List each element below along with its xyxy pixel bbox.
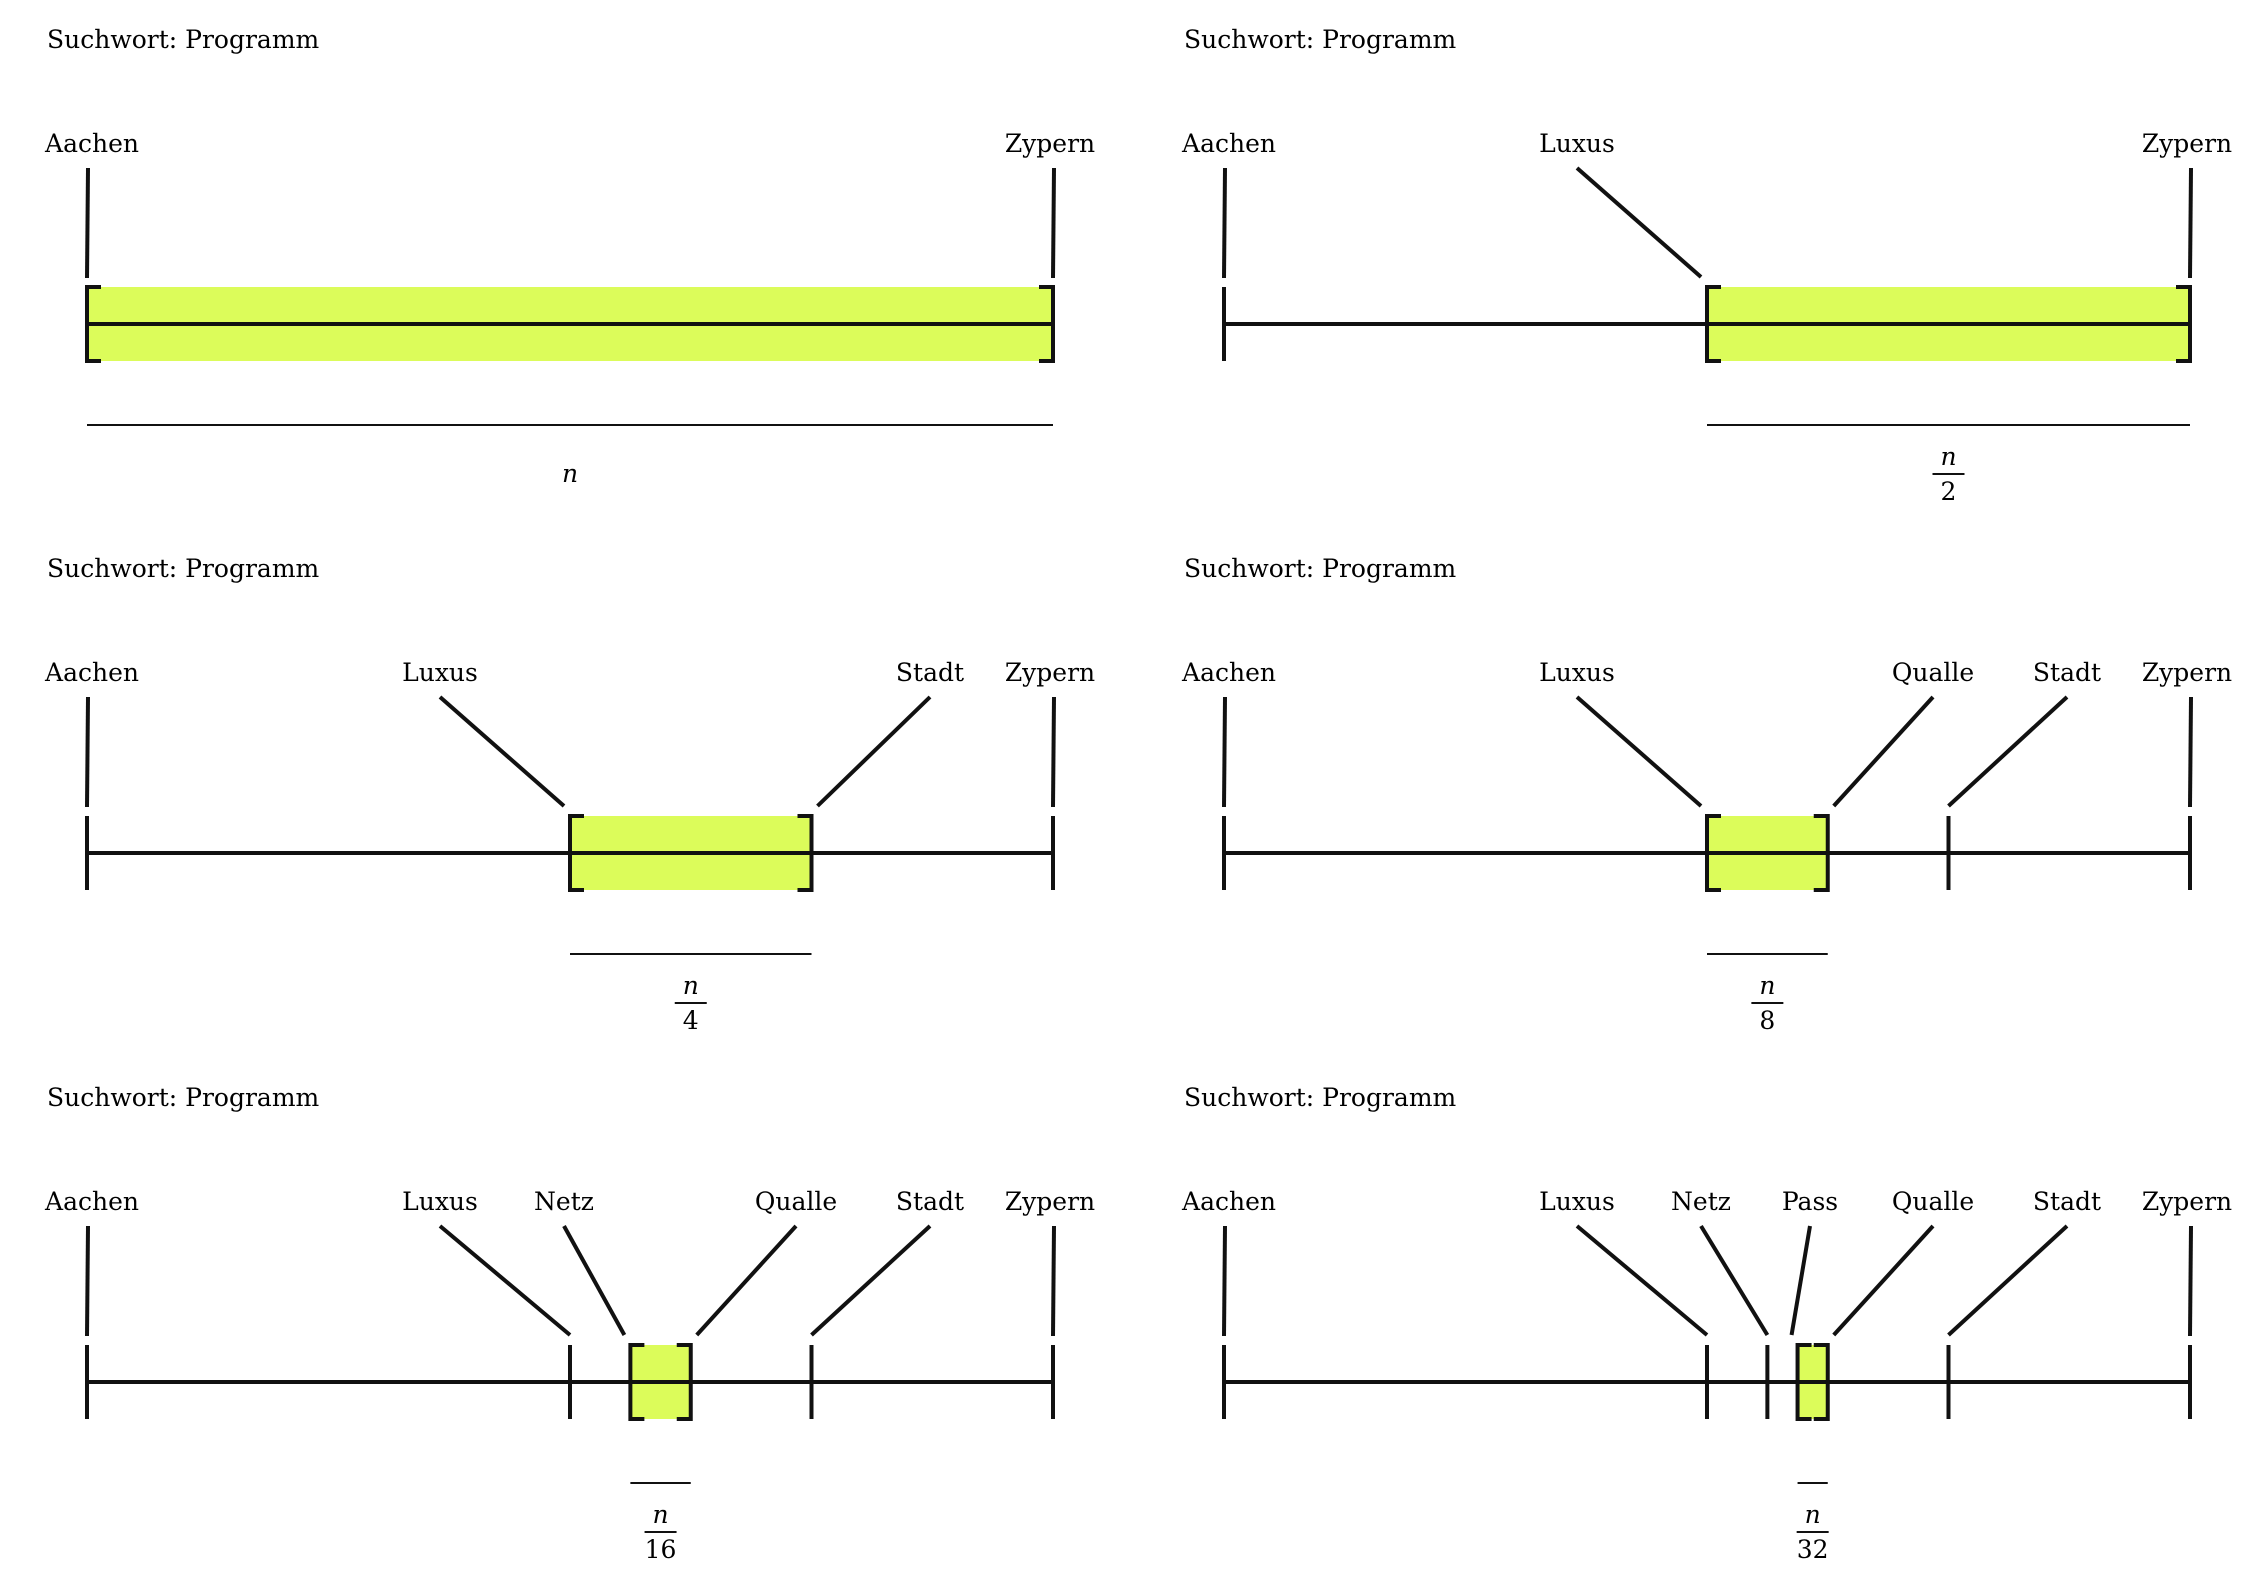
label-connector bbox=[85, 696, 90, 808]
label-connector bbox=[85, 167, 90, 279]
interval-size-denominator: 8 bbox=[1759, 1006, 1775, 1035]
label-connector bbox=[1789, 1225, 1812, 1336]
interval-right-bracket bbox=[797, 814, 814, 892]
interval-size-denominator: 32 bbox=[1797, 1535, 1829, 1564]
word-label: Pass bbox=[1782, 1187, 1838, 1216]
label-connector bbox=[1832, 695, 1935, 808]
label-connector bbox=[1222, 1225, 1227, 1337]
interval-size-denominator: 2 bbox=[1941, 477, 1957, 506]
word-label: Zypern bbox=[2142, 1187, 2232, 1216]
interval-right-bracket bbox=[1813, 1343, 1830, 1421]
label-connector bbox=[2188, 167, 2193, 279]
interval-size-denominator: 4 bbox=[683, 1006, 699, 1035]
word-label: Zypern bbox=[2142, 129, 2232, 158]
interval-left-bracket bbox=[1795, 1343, 1812, 1421]
interval-size-numerator: n bbox=[653, 1500, 669, 1529]
word-label: Aachen bbox=[1181, 658, 1276, 687]
word-label: Luxus bbox=[1539, 658, 1615, 687]
interval-size-denominator: 16 bbox=[645, 1535, 677, 1564]
label-connector bbox=[2188, 696, 2193, 808]
word-label: Zypern bbox=[1005, 129, 1095, 158]
word-label: Netz bbox=[1671, 1187, 1731, 1216]
label-connector bbox=[438, 1224, 572, 1337]
label-connector bbox=[1947, 1224, 2069, 1337]
word-label: Luxus bbox=[1539, 129, 1615, 158]
interval-left-bracket bbox=[628, 1343, 645, 1421]
search-step-panel: Suchwort: Programm Aachen Luxus Zypern n 2 bbox=[1181, 25, 2232, 506]
label-connector bbox=[816, 695, 932, 808]
word-label: Qualle bbox=[755, 1187, 837, 1216]
word-label: Netz bbox=[534, 1187, 594, 1216]
label-connector bbox=[1222, 696, 1227, 808]
label-connector bbox=[695, 1224, 798, 1337]
word-label: Stadt bbox=[2033, 1187, 2101, 1216]
search-step-panel: Suchwort: Programm Aachen Luxus Netz Qualle S… bbox=[44, 1083, 1095, 1564]
search-step-panel: Suchwort: Programm Aachen Luxus Qualle Stadt… bbox=[1181, 554, 2232, 1035]
label-connector bbox=[1051, 696, 1056, 808]
word-label: Aachen bbox=[1181, 129, 1276, 158]
label-connector bbox=[1222, 167, 1227, 279]
search-step-panel: Suchwort: Programm Aachen Luxus Stadt Zypern… bbox=[44, 554, 1095, 1035]
word-label: Qualle bbox=[1892, 1187, 1974, 1216]
label-connector bbox=[1947, 695, 2069, 808]
label-connector bbox=[1575, 166, 1703, 279]
interval-right-bracket bbox=[676, 1343, 693, 1421]
interval-size-label: n bbox=[562, 459, 578, 488]
word-label: Stadt bbox=[2033, 658, 2101, 687]
label-connector bbox=[1699, 1224, 1770, 1337]
interval-left-bracket bbox=[1705, 814, 1721, 892]
label-connector bbox=[810, 1224, 932, 1337]
word-label: Qualle bbox=[1892, 658, 1974, 687]
interval-right-bracket bbox=[1039, 285, 1055, 363]
search-step-panel: Suchwort: Programm Aachen Luxus Netz Pass Qua… bbox=[1181, 1083, 2232, 1564]
word-label: Zypern bbox=[1005, 658, 1095, 687]
interval-left-bracket bbox=[85, 285, 101, 363]
search-keyword-label: Suchwort: Programm bbox=[47, 554, 320, 583]
word-label: Aachen bbox=[44, 658, 139, 687]
word-label: Stadt bbox=[896, 658, 964, 687]
interval-size-numerator: n bbox=[1805, 1500, 1821, 1529]
label-connector bbox=[562, 1225, 627, 1336]
word-label: Zypern bbox=[1005, 1187, 1095, 1216]
word-label: Aachen bbox=[1181, 1187, 1276, 1216]
word-label: Aachen bbox=[44, 1187, 139, 1216]
interval-right-bracket bbox=[2176, 285, 2192, 363]
interval-left-bracket bbox=[568, 814, 584, 892]
word-label: Luxus bbox=[402, 1187, 478, 1216]
label-connector bbox=[1051, 167, 1056, 279]
search-keyword-label: Suchwort: Programm bbox=[47, 25, 320, 54]
word-label: Luxus bbox=[1539, 1187, 1615, 1216]
interval-size-numerator: n bbox=[1759, 971, 1775, 1000]
word-label: Luxus bbox=[402, 658, 478, 687]
word-label: Aachen bbox=[44, 129, 139, 158]
search-step-panel: Suchwort: Programm Aachen Zypern n bbox=[44, 25, 1095, 488]
search-keyword-label: Suchwort: Programm bbox=[1184, 1083, 1457, 1112]
interval-size-numerator: n bbox=[1940, 442, 1956, 471]
label-connector bbox=[2188, 1225, 2193, 1337]
search-keyword-label: Suchwort: Programm bbox=[47, 1083, 320, 1112]
interval-right-bracket bbox=[1813, 814, 1830, 892]
label-connector bbox=[1051, 1225, 1056, 1337]
search-keyword-label: Suchwort: Programm bbox=[1184, 25, 1457, 54]
word-label: Stadt bbox=[896, 1187, 964, 1216]
label-connector bbox=[85, 1225, 90, 1337]
word-label: Zypern bbox=[2142, 658, 2232, 687]
label-connector bbox=[1575, 695, 1703, 808]
interval-left-bracket bbox=[1705, 285, 1721, 363]
label-connector bbox=[1575, 1224, 1709, 1337]
interval-size-numerator: n bbox=[683, 971, 699, 1000]
label-connector bbox=[1832, 1224, 1935, 1337]
search-keyword-label: Suchwort: Programm bbox=[1184, 554, 1457, 583]
label-connector bbox=[438, 695, 566, 808]
